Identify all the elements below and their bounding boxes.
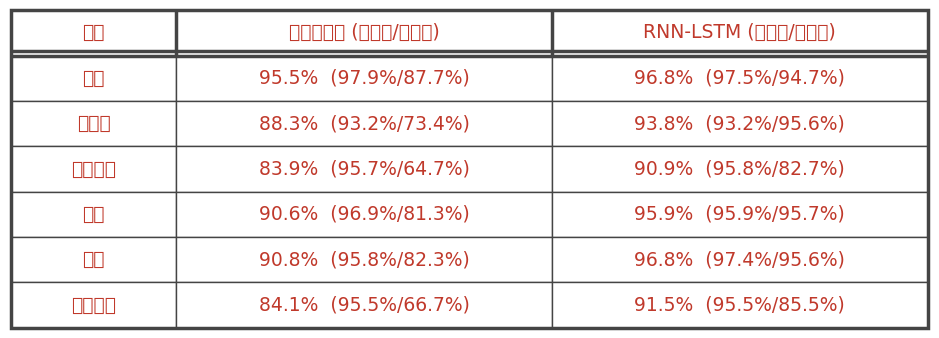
Text: 키워드기반 (평서문/의문문): 키워드기반 (평서문/의문문) [288,23,439,42]
Text: 러시아어: 러시아어 [71,296,116,315]
Bar [11,146,177,192]
Text: 95.9%  (95.9%/95.7%): 95.9% (95.9%/95.7%) [635,205,845,224]
Bar [177,283,552,328]
Bar [11,237,177,283]
Bar [11,101,177,146]
Bar [552,101,928,146]
Bar [552,146,928,192]
Text: 90.8%  (95.8%/82.3%): 90.8% (95.8%/82.3%) [259,250,470,269]
Text: 95.5%  (97.9%/87.7%): 95.5% (97.9%/87.7%) [259,69,470,88]
Text: 84.1%  (95.5%/66.7%): 84.1% (95.5%/66.7%) [258,296,470,315]
Bar [552,237,928,283]
Text: 93.8%  (93.2%/95.6%): 93.8% (93.2%/95.6%) [635,114,845,133]
Text: 88.3%  (93.2%/73.4%): 88.3% (93.2%/73.4%) [258,114,470,133]
Text: 91.5%  (95.5%/85.5%): 91.5% (95.5%/85.5%) [635,296,845,315]
Text: 불어: 불어 [83,205,105,224]
Text: 스페인어: 스페인어 [71,160,116,178]
Text: 90.6%  (96.9%/81.3%): 90.6% (96.9%/81.3%) [259,205,470,224]
Bar [177,10,552,55]
Bar [177,192,552,237]
Bar [177,101,552,146]
Bar [177,146,552,192]
Bar [177,55,552,101]
Text: 한국어: 한국어 [77,114,111,133]
Bar [552,10,928,55]
Text: RNN-LSTM (평서문/의문문): RNN-LSTM (평서문/의문문) [643,23,837,42]
Text: 83.9%  (95.7%/64.7%): 83.9% (95.7%/64.7%) [258,160,470,178]
Bar [11,192,177,237]
Text: 96.8%  (97.5%/94.7%): 96.8% (97.5%/94.7%) [635,69,845,88]
Bar [552,283,928,328]
Text: 언어: 언어 [83,23,105,42]
Bar [552,192,928,237]
Text: 독어: 독어 [83,250,105,269]
Bar [11,55,177,101]
Text: 영어: 영어 [83,69,105,88]
Text: 96.8%  (97.4%/95.6%): 96.8% (97.4%/95.6%) [635,250,845,269]
Text: 90.9%  (95.8%/82.7%): 90.9% (95.8%/82.7%) [635,160,845,178]
Bar [177,237,552,283]
Bar [11,10,177,55]
Bar [11,283,177,328]
Bar [552,55,928,101]
